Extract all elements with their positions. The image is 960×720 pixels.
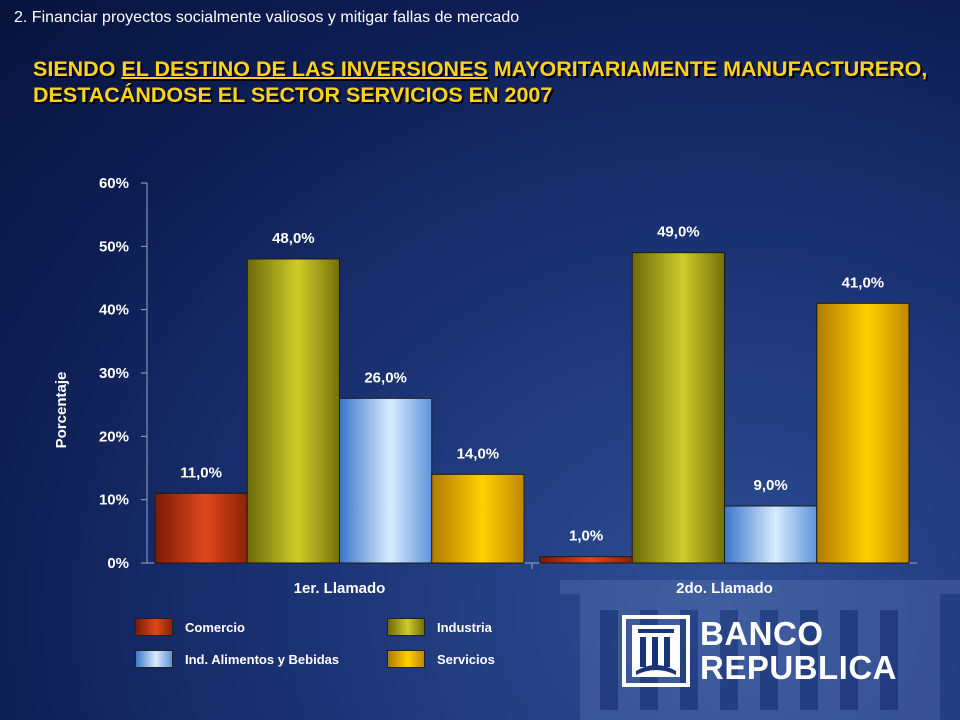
x-category-label: 1er. Llamado [294,580,386,597]
bar-comercio-2 [539,556,633,564]
y-tick-label: 50% [99,238,129,255]
headline-underlined: EL DESTINO DE LAS INVERSIONES [121,57,488,81]
y-tick-label: 20% [99,428,129,445]
building-background-image [560,580,960,720]
x-category-label: 2do. Llamado [676,580,773,597]
data-label: 49,0% [657,224,700,241]
banco-republica-logo: BANCO REPUBLICA [622,615,922,687]
data-label: 26,0% [364,369,407,386]
logo-text: BANCO REPUBLICA [700,617,897,685]
bar-comercio-1 [154,492,248,564]
bar-ind-alimentos-y-bebidas-2 [724,505,818,564]
legend-label-comercio: Comercio [185,619,245,635]
bar-industria-2 [631,252,725,564]
data-label: 14,0% [457,445,500,462]
logo-line1: BANCO [700,615,824,652]
y-axis-label: Porcentaje [53,372,70,449]
data-label: 9,0% [754,477,788,494]
legend-item-alimentos: Ind. Alimentos y Bebidas [135,650,339,668]
slide-headline: SIENDO EL DESTINO DE LAS INVERSIONES MAY… [33,56,933,108]
y-tick-label: 0% [107,555,129,572]
legend-swatch-alimentos [135,650,173,668]
headline-part1: SIENDO [33,57,122,81]
bar-servicios-2 [816,302,910,564]
data-label: 41,0% [842,274,885,291]
data-label: 11,0% [180,464,222,481]
legend-swatch-industria [387,618,425,636]
y-tick-label: 60% [99,175,129,192]
y-tick-label: 40% [99,302,129,319]
y-tick-label: 30% [99,365,129,382]
bank-emblem-icon [622,615,690,687]
legend-item-industria: Industria [387,618,492,636]
legend-swatch-servicios [387,650,425,668]
legend-label-industria: Industria [437,619,492,635]
data-label: 48,0% [272,230,315,247]
legend-swatch-comercio [135,618,173,636]
chart-legend: Comercio Industria Ind. Alimentos y Bebi… [135,618,535,672]
y-tick-label: 10% [99,492,129,509]
data-label: 1,0% [569,528,603,545]
legend-item-comercio: Comercio [135,618,245,636]
headline-part2: MAYORITARIAMENTE MANUFACTURERO, DESTACÁN… [33,57,928,107]
bar-industria-1 [246,258,340,564]
section-label: 2. Financiar proyectos socialmente valio… [14,9,520,26]
legend-label-alimentos: Ind. Alimentos y Bebidas [185,651,340,667]
legend-item-servicios: Servicios [387,650,495,668]
bar-ind-alimentos-y-bebidas-1 [339,397,433,564]
logo-line2: REPUBLICA [700,649,898,686]
bar-servicios-1 [431,473,525,564]
legend-label-servicios: Servicios [437,651,495,667]
